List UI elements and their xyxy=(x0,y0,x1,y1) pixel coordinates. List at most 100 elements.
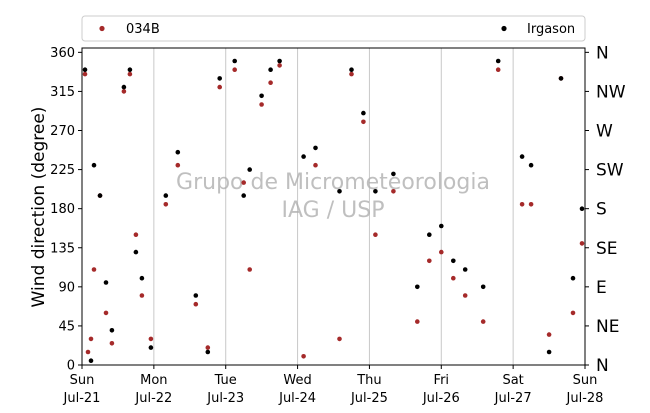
data-point-irgason xyxy=(127,67,133,72)
data-point-irgason xyxy=(241,193,246,198)
data-point-034b xyxy=(579,241,585,246)
data-point-034b xyxy=(247,267,252,272)
data-point-034b xyxy=(163,202,169,207)
compass-tick-label: N xyxy=(596,43,609,63)
data-point-034b xyxy=(415,319,420,324)
compass-tick-label: E xyxy=(596,278,607,298)
x-tick-label-date: Jul-24 xyxy=(278,391,316,406)
y-tick-label: 225 xyxy=(50,163,75,178)
data-point-034b xyxy=(103,310,109,316)
data-point-034b xyxy=(361,119,366,125)
data-point-034b xyxy=(301,354,306,359)
data-point-irgason xyxy=(217,76,222,81)
watermark-line-1: Grupo de Micrometeorologia xyxy=(176,170,490,195)
data-point-irgason xyxy=(103,280,109,285)
data-point-irgason xyxy=(415,284,420,290)
data-point-034b xyxy=(193,301,199,307)
y-tick-label: 360 xyxy=(50,46,75,61)
series-irgason xyxy=(82,58,585,364)
data-point-034b xyxy=(148,336,154,342)
data-point-irgason xyxy=(462,267,468,272)
data-point-irgason xyxy=(519,154,525,159)
data-point-034b xyxy=(139,293,145,298)
data-point-034b xyxy=(439,249,444,255)
data-point-034b xyxy=(391,189,396,194)
legend-label-034b: 034B xyxy=(126,22,160,37)
data-point-irgason xyxy=(570,275,576,281)
x-tick-label-date: Jul-28 xyxy=(566,391,604,406)
y-tick-label: 180 xyxy=(50,202,75,217)
legend-marker-irgason xyxy=(501,25,507,32)
x-tick-label-day: Mon xyxy=(140,373,167,388)
data-point-034b xyxy=(462,293,468,298)
data-point-034b xyxy=(268,80,273,85)
data-point-034b xyxy=(528,202,534,207)
data-point-irgason xyxy=(451,258,456,264)
data-point-irgason xyxy=(109,328,115,333)
y-tick-label: 45 xyxy=(58,319,75,334)
data-point-034b xyxy=(85,349,91,355)
watermark-line-2: IAG / USP xyxy=(282,198,385,223)
data-point-irgason xyxy=(232,58,237,64)
data-point-irgason xyxy=(558,76,564,81)
plot-frame xyxy=(81,47,586,366)
data-point-irgason xyxy=(546,349,552,355)
x-tick-label-date: Jul-26 xyxy=(422,391,460,406)
compass-tick-label: SW xyxy=(596,161,624,181)
data-point-034b xyxy=(337,336,342,342)
data-point-034b xyxy=(241,180,246,185)
data-point-irgason xyxy=(495,58,501,64)
x-tick-label-date: Jul-21 xyxy=(63,391,101,406)
data-point-irgason xyxy=(247,167,252,172)
legend-box xyxy=(81,15,586,42)
data-point-irgason xyxy=(82,67,88,72)
data-point-irgason xyxy=(97,193,103,198)
data-point-irgason xyxy=(139,275,145,281)
data-point-irgason xyxy=(259,93,264,99)
x-axis: Sun Jul-21 Mon Jul-22 Tue Jul-23 Wed Jul-24 Thu J… xyxy=(63,365,604,406)
data-point-034b xyxy=(217,84,222,90)
data-point-034b xyxy=(121,89,127,94)
data-point-irgason xyxy=(121,84,127,90)
data-point-034b xyxy=(373,232,378,237)
watermark: Grupo de Micrometeorologia IAG / USP xyxy=(176,170,490,223)
data-point-034b xyxy=(519,202,525,207)
x-tick-label-day: Sat xyxy=(502,373,523,388)
data-point-irgason xyxy=(313,145,318,151)
data-point-034b xyxy=(451,275,456,281)
data-point-irgason xyxy=(391,171,396,177)
points-layer xyxy=(82,58,585,364)
x-tick-label-day: Wed xyxy=(283,373,311,388)
y-tick-label: 270 xyxy=(50,124,75,139)
compass-tick-label: SE xyxy=(596,239,618,259)
compass-tick-label: NW xyxy=(596,82,626,102)
y-tick-label: 315 xyxy=(50,85,75,100)
data-point-034b xyxy=(259,102,264,107)
data-point-irgason xyxy=(163,193,169,198)
x-tick-label-date: Jul-25 xyxy=(350,391,388,406)
data-point-irgason xyxy=(480,284,486,290)
x-tick-label-date: Jul-27 xyxy=(494,391,532,406)
data-point-irgason xyxy=(528,162,534,168)
data-point-irgason xyxy=(175,149,181,155)
legend-marker-034b xyxy=(99,25,105,32)
compass-tick-label: NE xyxy=(596,317,619,337)
data-point-034b xyxy=(109,341,115,346)
data-point-irgason xyxy=(427,232,432,237)
data-point-034b xyxy=(480,319,486,324)
compass-tick-label: N xyxy=(596,356,609,376)
data-point-irgason xyxy=(148,345,154,350)
data-point-034b xyxy=(277,63,282,68)
data-point-irgason xyxy=(268,67,273,72)
x-tick-label-day: Thu xyxy=(356,373,381,388)
data-point-034b xyxy=(495,67,501,72)
data-point-irgason xyxy=(133,249,139,255)
x-tick-label-date: Jul-23 xyxy=(206,391,244,406)
y-tick-label: 0 xyxy=(67,359,75,374)
y-tick-label: 90 xyxy=(58,280,75,295)
data-point-irgason xyxy=(439,223,444,229)
data-point-034b xyxy=(205,345,211,350)
x-tick-label-day: Sun xyxy=(70,373,95,388)
